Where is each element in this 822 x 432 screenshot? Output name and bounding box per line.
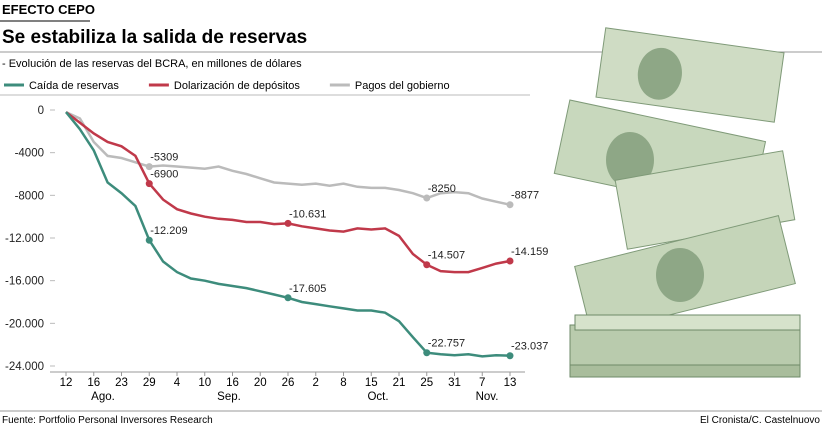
point-marker — [284, 219, 292, 227]
data-label: -17.605 — [289, 283, 326, 295]
legend-label: Dolarización de depósitos — [174, 80, 300, 92]
y-tick-label: -20.000 — [5, 318, 44, 330]
x-tick-label: 13 — [504, 377, 517, 389]
chart-title: Se estabiliza la salida de reservas — [2, 27, 307, 48]
x-tick-label: 15 — [365, 377, 378, 389]
month-label: Nov. — [476, 391, 499, 403]
point-marker — [506, 352, 514, 360]
x-tick-label: 16 — [226, 377, 239, 389]
x-tick-label: 23 — [115, 377, 128, 389]
month-label: Oct. — [367, 391, 388, 403]
y-tick-label: -16.000 — [5, 276, 44, 288]
legend-label: Caída de reservas — [29, 80, 119, 92]
subtitle: - Evolución de las reservas del BCRA, en… — [2, 58, 302, 70]
data-label: -14.159 — [511, 246, 548, 258]
x-tick-label: 29 — [143, 377, 156, 389]
data-label: -5309 — [150, 152, 178, 164]
point-marker — [145, 163, 153, 171]
data-label: -8250 — [428, 183, 456, 195]
y-tick-label: -4000 — [15, 148, 44, 160]
month-label: Sep. — [217, 391, 241, 403]
x-tick-label: 12 — [60, 377, 73, 389]
data-label: -22.757 — [428, 338, 465, 350]
x-tick-label: 26 — [282, 377, 295, 389]
y-tick-label: -12.000 — [5, 233, 44, 245]
kicker: EFECTO CEPO — [2, 2, 95, 17]
y-tick-label: -8000 — [15, 190, 44, 202]
x-tick-label: 31 — [448, 377, 461, 389]
point-marker — [506, 257, 514, 265]
x-tick-label: 7 — [479, 377, 485, 389]
x-tick-label: 8 — [340, 377, 346, 389]
source: Fuente: Portfolio Personal Inversores Re… — [2, 415, 213, 426]
point-marker — [145, 180, 153, 188]
series-line — [65, 111, 511, 358]
x-tick-label: 2 — [313, 377, 319, 389]
y-tick-label: -24.000 — [5, 361, 44, 373]
x-tick-label: 21 — [393, 377, 406, 389]
x-tick-label: 25 — [420, 377, 433, 389]
point-marker — [145, 236, 153, 244]
point-marker — [506, 201, 514, 209]
data-label: -8877 — [511, 190, 539, 202]
point-marker — [284, 294, 292, 302]
x-tick-label: 4 — [174, 377, 181, 389]
point-marker — [423, 349, 431, 357]
month-label: Ago. — [91, 391, 115, 403]
credit: El Cronista/C. Castelnuovo — [700, 415, 820, 426]
data-label: -14.507 — [428, 250, 465, 262]
x-tick-label: 10 — [198, 377, 211, 389]
legend-label: Pagos del gobierno — [355, 80, 450, 92]
money-illustration — [553, 27, 801, 378]
y-tick-label: 0 — [38, 105, 44, 117]
point-marker — [423, 194, 431, 202]
x-tick-label: 20 — [254, 377, 267, 389]
data-label: -10.631 — [289, 208, 326, 220]
point-marker — [423, 261, 431, 269]
x-tick-label: 16 — [87, 377, 100, 389]
data-label: -6900 — [150, 169, 178, 181]
data-label: -23.037 — [511, 341, 548, 353]
data-label: -12.209 — [150, 225, 187, 237]
